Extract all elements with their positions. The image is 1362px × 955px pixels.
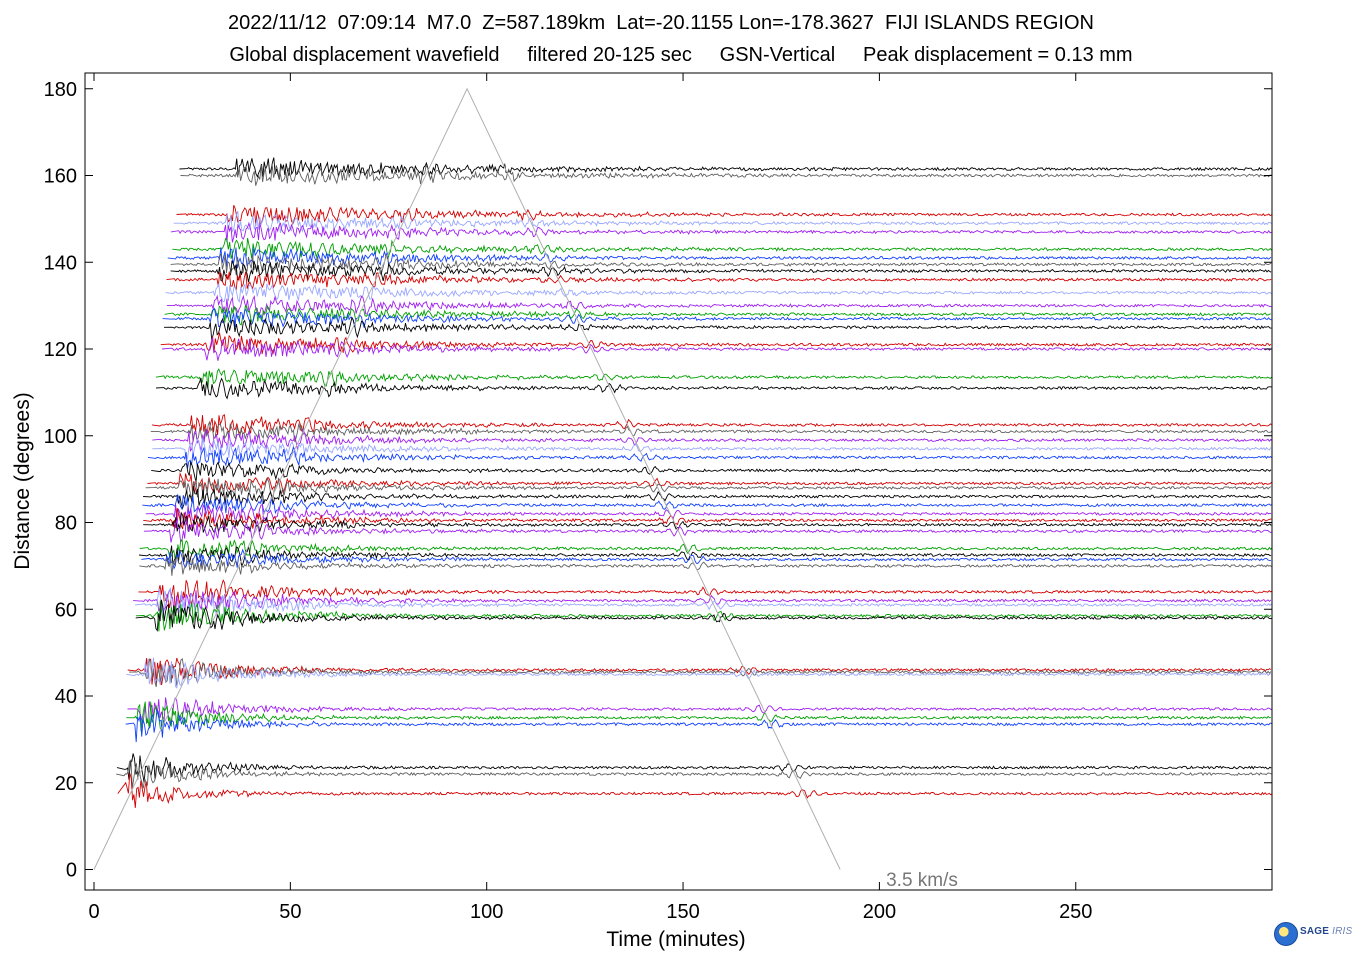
trace-group [116, 157, 1273, 808]
seismic-trace [179, 157, 1272, 180]
sage-iris-logo: SAGE IRIS [1270, 920, 1356, 948]
chart-subtitle: Global displacement wavefield filtered 2… [229, 44, 1133, 66]
seismic-trace [176, 205, 1272, 226]
seismic-trace [142, 493, 1272, 516]
x-tick-label: 100 [470, 901, 503, 923]
seismic-trace [151, 460, 1272, 483]
velocity-annotation: 3.5 km/s [886, 870, 958, 891]
seismic-trace [160, 332, 1272, 355]
y-axis-title: Distance (degrees) [11, 392, 34, 569]
seismic-trace [129, 657, 1272, 688]
seismic-trace [139, 556, 1272, 576]
seismic-trace [139, 538, 1273, 561]
seismic-trace [143, 518, 1273, 543]
x-tick-label: 250 [1059, 901, 1092, 923]
seismic-trace [126, 657, 1272, 689]
seismic-trace [163, 316, 1272, 341]
seismic-trace [172, 237, 1272, 260]
seismic-trace [164, 305, 1271, 326]
seismic-trace [145, 503, 1272, 526]
chart-title: 2022/11/12 07:09:14 M7.0 Z=587.189km Lat… [228, 12, 1094, 34]
seismic-trace [143, 511, 1272, 534]
x-axis-title: Time (minutes) [606, 928, 745, 951]
globe-icon [1274, 922, 1298, 946]
seismic-trace [138, 579, 1273, 609]
seismic-trace [135, 600, 1272, 632]
x-tick-label: 150 [666, 901, 699, 923]
y-tick-label: 100 [44, 426, 77, 448]
seismic-trace [165, 283, 1272, 303]
seismic-trace [126, 701, 1271, 732]
seismic-trace [180, 163, 1272, 186]
seismic-trace [125, 708, 1272, 743]
seismic-trace [147, 446, 1273, 469]
seismic-trace [147, 471, 1272, 496]
seismic-trace [155, 368, 1273, 389]
seismic-trace [141, 548, 1271, 570]
seismic-trace [151, 414, 1273, 436]
x-tick-label: 50 [279, 901, 301, 923]
velocity-reference-line [93, 87, 841, 870]
y-tick-label: 120 [44, 339, 77, 361]
logo-text: SAGE IRIS [1300, 926, 1353, 937]
seismic-trace [143, 486, 1272, 510]
seismic-trace [117, 772, 1273, 808]
x-axis: 0 50 100 150 200 250 [88, 73, 1092, 923]
y-tick-label: 60 [55, 599, 77, 621]
seismic-trace [161, 337, 1272, 361]
x-tick-label: 0 [88, 901, 99, 923]
seismic-trace [170, 260, 1272, 283]
seismic-trace [152, 437, 1272, 463]
seismic-trace [133, 588, 1272, 613]
seismic-trace [167, 247, 1272, 269]
y-tick-label: 20 [55, 773, 77, 795]
seismic-trace [173, 210, 1272, 233]
y-tick-label: 160 [44, 166, 77, 188]
seismic-trace [166, 294, 1272, 317]
seismic-trace [116, 753, 1272, 783]
y-axis: 0 20 40 60 80 100 120 140 160 180 [44, 79, 1272, 882]
seismic-trace [152, 428, 1273, 453]
y-tick-label: 180 [44, 79, 77, 101]
seismic-trace [145, 477, 1272, 499]
y-tick-label: 0 [66, 860, 77, 882]
plot-frame [84, 72, 1273, 891]
seismic-trace [135, 599, 1273, 632]
y-tick-label: 80 [55, 513, 77, 535]
x-tick-label: 200 [863, 901, 896, 923]
seismic-trace [170, 221, 1272, 243]
seismic-trace [162, 307, 1272, 328]
y-tick-label: 40 [55, 686, 77, 708]
seismic-trace [143, 507, 1272, 532]
y-tick-label: 140 [44, 252, 77, 274]
seismic-trace [138, 545, 1272, 568]
seismic-trace [135, 587, 1272, 619]
seismic-trace [127, 697, 1273, 725]
seismic-trace [150, 420, 1273, 443]
seismic-trace [116, 758, 1272, 789]
seismic-trace [166, 271, 1272, 291]
seismic-trace [155, 377, 1272, 400]
